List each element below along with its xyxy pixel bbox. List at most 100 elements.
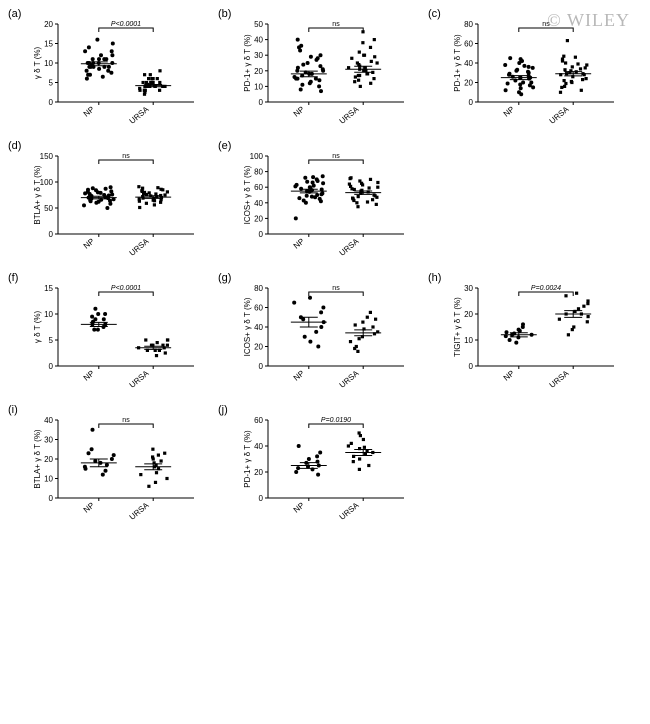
svg-text:40: 40	[254, 323, 263, 332]
scatter-chart: 0102030NPURSATIGIT+ γ δ T (%)P=0.0024	[450, 274, 620, 394]
svg-text:ns: ns	[122, 153, 130, 160]
svg-text:NP: NP	[82, 369, 96, 383]
svg-text:10: 10	[44, 475, 53, 484]
svg-text:150: 150	[40, 152, 54, 161]
svg-text:10: 10	[44, 59, 53, 68]
svg-text:20: 20	[44, 20, 53, 29]
panel-i: (i)010203040NPURSABTLA+ γ δ T (%)ns	[10, 406, 200, 526]
svg-text:P=0.0190: P=0.0190	[321, 417, 351, 424]
panel-a: (a)05101520NPURSAγ δ T (%)P<0.0001	[10, 10, 200, 130]
svg-text:5: 5	[49, 336, 54, 345]
figure-row: (i)010203040NPURSABTLA+ γ δ T (%)ns(j)02…	[10, 406, 640, 526]
svg-text:URSA: URSA	[338, 368, 361, 390]
svg-text:40: 40	[254, 36, 263, 45]
svg-text:URSA: URSA	[338, 236, 361, 258]
svg-text:NP: NP	[82, 237, 96, 251]
svg-text:NP: NP	[292, 501, 306, 515]
svg-text:ns: ns	[332, 285, 340, 292]
scatter-chart: 020406080100NPURSAICOS+ γ δ T (%)ns	[240, 142, 410, 262]
svg-text:40: 40	[464, 59, 473, 68]
svg-text:30: 30	[254, 51, 263, 60]
scatter-chart: 051015NPURSAγ δ T (%)P<0.0001	[30, 274, 200, 394]
svg-text:ICOS+ γ δ T (%): ICOS+ γ δ T (%)	[243, 297, 252, 356]
panel-f: (f)051015NPURSAγ δ T (%)P<0.0001	[10, 274, 200, 394]
scatter-chart: 020406080NPURSAICOS+ γ δ T (%)ns	[240, 274, 410, 394]
svg-text:ns: ns	[332, 153, 340, 160]
svg-text:10: 10	[464, 336, 473, 345]
scatter-chart: 050100150NPURSABTLA+ γ δ T (%)ns	[30, 142, 200, 262]
figure-row: (a)05101520NPURSAγ δ T (%)P<0.0001(b)010…	[10, 10, 640, 130]
svg-text:ns: ns	[542, 21, 550, 28]
panel-label: (b)	[218, 8, 231, 20]
svg-text:URSA: URSA	[548, 104, 571, 126]
svg-text:10: 10	[254, 82, 263, 91]
scatter-chart: 01020304050NPURSAPD-1+ γ δ T (%)ns	[240, 10, 410, 130]
panel-h: (h)0102030NPURSATIGIT+ γ δ T (%)P=0.0024	[430, 274, 620, 394]
svg-text:0: 0	[49, 98, 54, 107]
svg-text:ns: ns	[332, 21, 340, 28]
figure-row: (f)051015NPURSAγ δ T (%)P<0.0001(g)02040…	[10, 274, 640, 394]
svg-text:0: 0	[469, 98, 474, 107]
svg-text:20: 20	[44, 455, 53, 464]
svg-text:5: 5	[49, 79, 54, 88]
svg-text:NP: NP	[292, 237, 306, 251]
svg-text:URSA: URSA	[128, 236, 151, 258]
svg-text:40: 40	[44, 416, 53, 425]
panel-label: (j)	[218, 404, 228, 416]
svg-text:TIGIT+ γ δ T (%): TIGIT+ γ δ T (%)	[453, 297, 462, 357]
svg-text:0: 0	[259, 230, 264, 239]
svg-text:80: 80	[254, 284, 263, 293]
svg-text:0: 0	[49, 362, 54, 371]
svg-text:80: 80	[464, 20, 473, 29]
panel-label: (d)	[8, 140, 21, 152]
svg-text:PD-1+ γ δ T (%): PD-1+ γ δ T (%)	[243, 430, 252, 488]
svg-text:URSA: URSA	[128, 500, 151, 522]
svg-text:30: 30	[464, 284, 473, 293]
panel-label: (i)	[8, 404, 18, 416]
svg-text:0: 0	[49, 230, 54, 239]
figure-row: (d)050100150NPURSABTLA+ γ δ T (%)ns(e)02…	[10, 142, 640, 262]
svg-text:15: 15	[44, 284, 53, 293]
svg-text:20: 20	[254, 343, 263, 352]
scatter-chart: 0204060NPURSAPD-1+ γ δ T (%)P=0.0190	[240, 406, 410, 526]
svg-text:BTLA+ γ δ T (%): BTLA+ γ δ T (%)	[33, 429, 42, 489]
svg-text:50: 50	[254, 20, 263, 29]
svg-text:URSA: URSA	[128, 104, 151, 126]
svg-text:15: 15	[44, 40, 53, 49]
figure-grid: (a) 0 5 10 15 20 NP URSA γ δ T (%) P<0.0001 (b) 0 10…	[10, 10, 640, 526]
svg-text:PD-1+ γ δ T (%): PD-1+ γ δ T (%)	[453, 34, 462, 92]
svg-text:γ δ T (%): γ δ T (%)	[33, 47, 42, 80]
svg-text:60: 60	[254, 416, 263, 425]
panel-j: (j)0204060NPURSAPD-1+ γ δ T (%)P=0.0190	[220, 406, 410, 526]
svg-text:NP: NP	[82, 105, 96, 119]
svg-text:γ δ T (%): γ δ T (%)	[33, 311, 42, 344]
panel-label: (e)	[218, 140, 231, 152]
scatter-chart: 020406080NPURSAPD-1+ γ δ T (%)ns	[450, 10, 620, 130]
svg-text:NP: NP	[292, 369, 306, 383]
svg-text:ICOS+ γ δ T (%): ICOS+ γ δ T (%)	[243, 165, 252, 224]
svg-text:P<0.0001: P<0.0001	[111, 285, 141, 292]
panel-g: (g)020406080NPURSAICOS+ γ δ T (%)ns	[220, 274, 410, 394]
svg-text:0: 0	[469, 362, 474, 371]
panel-label: (a)	[8, 8, 21, 20]
svg-text:P=0.0024: P=0.0024	[531, 285, 561, 292]
scatter-chart: 010203040NPURSABTLA+ γ δ T (%)ns	[30, 406, 200, 526]
svg-text:NP: NP	[82, 501, 96, 515]
svg-text:NP: NP	[502, 369, 516, 383]
panel-b: (b)01020304050NPURSAPD-1+ γ δ T (%)ns	[220, 10, 410, 130]
panel-d: (d)050100150NPURSABTLA+ γ δ T (%)ns	[10, 142, 200, 262]
svg-text:60: 60	[254, 183, 263, 192]
panel-label: (g)	[218, 272, 231, 284]
svg-text:PD-1+ γ δ T (%): PD-1+ γ δ T (%)	[243, 34, 252, 92]
svg-text:ns: ns	[122, 417, 130, 424]
svg-text:0: 0	[259, 494, 264, 503]
svg-text:20: 20	[464, 79, 473, 88]
svg-text:10: 10	[44, 310, 53, 319]
svg-text:80: 80	[254, 168, 263, 177]
svg-text:60: 60	[464, 40, 473, 49]
svg-text:20: 20	[254, 468, 263, 477]
svg-text:40: 40	[254, 199, 263, 208]
svg-text:100: 100	[250, 152, 264, 161]
svg-text:0: 0	[259, 98, 264, 107]
panel-label: (h)	[428, 272, 441, 284]
